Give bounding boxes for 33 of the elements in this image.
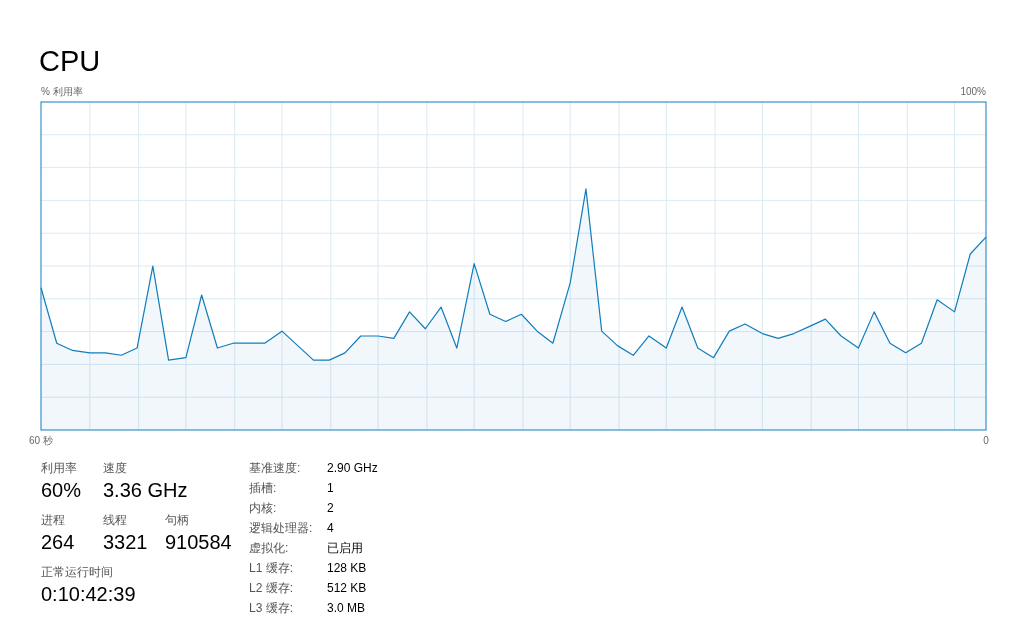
text: 插槽: <box>249 481 277 495</box>
text: 2 <box>327 501 334 515</box>
text: 利用率 <box>41 461 77 475</box>
text: 0:10:42:39 <box>41 583 136 605</box>
chart-title: CPU <box>39 45 101 77</box>
text: 速度 <box>103 461 127 475</box>
text: 虚拟化: <box>249 541 289 555</box>
text: 内核: <box>249 501 277 515</box>
x-tick-label: 0 <box>983 435 990 446</box>
text: 已启用 <box>327 541 363 555</box>
text: 3.36 GHz <box>103 479 188 501</box>
text: 910584 <box>165 531 232 553</box>
text: 128 KB <box>327 561 367 575</box>
text: 基准速度: <box>249 461 301 475</box>
text: L2 缓存: <box>249 581 294 595</box>
text: 3321 <box>103 531 148 553</box>
text: 512 KB <box>327 581 367 595</box>
text: 60% <box>41 479 82 501</box>
text: 264 <box>41 531 75 553</box>
text: % 利用率 <box>41 86 83 97</box>
text: 句柄 <box>165 513 189 527</box>
text: L3 缓存: <box>249 601 294 615</box>
text: 3.0 MB <box>327 601 366 615</box>
text: 2.90 GHz <box>327 461 378 475</box>
x-tick-label: 60 秒 <box>29 435 53 446</box>
text: L1 缓存: <box>249 561 294 575</box>
text: 正常运行时间 <box>41 565 113 579</box>
text: 100% <box>960 86 987 97</box>
text: 进程 <box>41 513 65 527</box>
text: 1 <box>327 481 334 495</box>
text: 逻辑处理器: <box>249 521 313 535</box>
text: 线程 <box>103 513 127 527</box>
text: 4 <box>327 521 334 535</box>
